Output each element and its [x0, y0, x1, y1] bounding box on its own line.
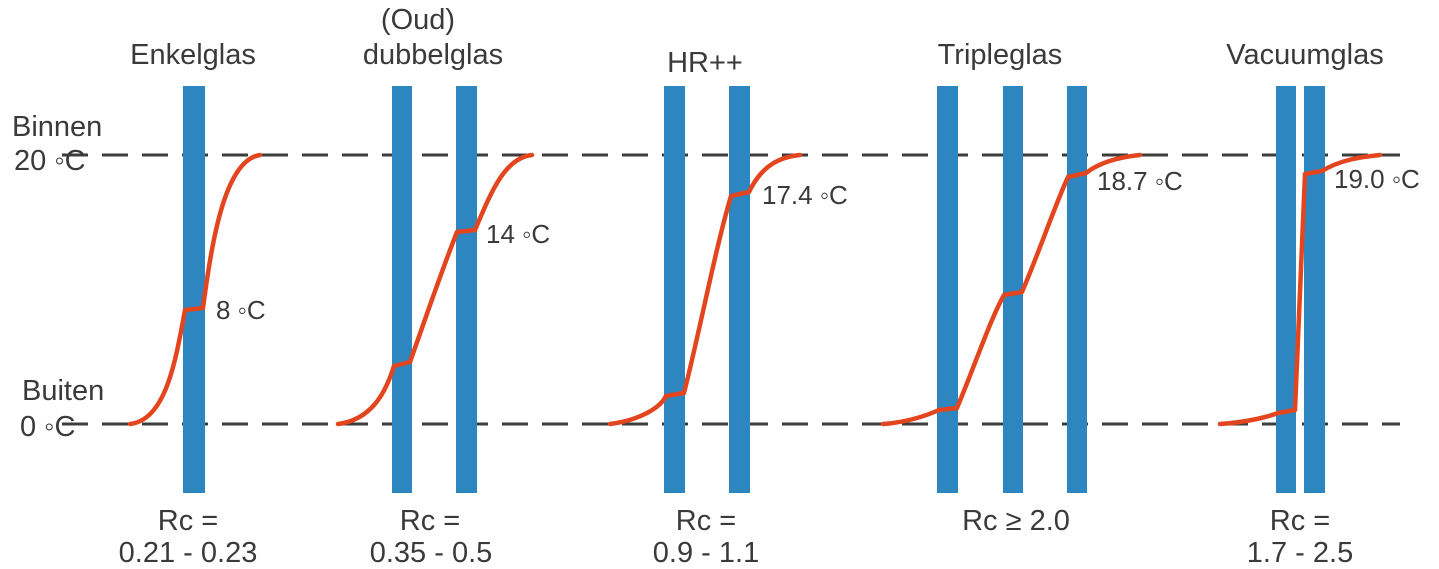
- glazing-hr-plus-plus: HR++ 17.4 ◦C Rc = 0.9 - 1.1: [607, 47, 848, 569]
- inside-label: Binnen: [12, 111, 102, 143]
- glass-pane: [183, 86, 205, 493]
- glazing-tripleglas: Tripleglas 18.7 ◦C Rc ≥ 2.0: [880, 39, 1183, 537]
- glazing-title: Vacuumglas: [1226, 39, 1383, 71]
- interface-temp-label: 17.4 ◦C: [762, 180, 848, 210]
- glass-pane: [1276, 86, 1296, 493]
- rc-value: 0.21 - 0.23: [119, 537, 258, 569]
- rc-label: Rc =: [158, 505, 218, 537]
- rc-value: 1.7 - 2.5: [1247, 537, 1353, 569]
- glass-pane: [1003, 86, 1023, 493]
- rc-value: Rc ≥ 2.0: [962, 505, 1070, 537]
- interface-temp-label: 8 ◦C: [216, 295, 266, 325]
- rc-label: Rc =: [676, 505, 736, 537]
- glazing-dubbelglas: (Oud) dubbelglas 14 ◦C Rc = 0.35 - 0.5: [335, 4, 550, 569]
- glass-pane: [392, 86, 412, 493]
- interface-temp-label: 14 ◦C: [486, 219, 550, 249]
- glazing-title: HR++: [667, 47, 743, 79]
- glass-pane: [937, 86, 958, 493]
- rc-value: 0.9 - 1.1: [653, 537, 759, 569]
- rc-value: 0.35 - 0.5: [370, 537, 493, 569]
- glazing-title-line-2: dubbelglas: [363, 39, 503, 71]
- glass-pane: [664, 86, 685, 493]
- interface-temp-label: 19.0 ◦C: [1334, 164, 1420, 194]
- glazing-title-line-1: (Oud): [381, 4, 455, 36]
- outside-temp-label: 0 ◦C: [20, 411, 75, 443]
- glazing-title: Enkelglas: [130, 39, 256, 71]
- glass-pane: [1067, 86, 1087, 493]
- temperature-curve: [607, 152, 803, 427]
- inside-temp-label: 20 ◦C: [14, 145, 86, 177]
- temperature-curve: [127, 152, 263, 427]
- glazing-enkelglas: Enkelglas 8 ◦C Rc = 0.21 - 0.23: [119, 39, 266, 569]
- interface-temp-label: 18.7 ◦C: [1097, 166, 1183, 196]
- temperature-curve: [880, 152, 1143, 427]
- glass-pane: [729, 86, 750, 493]
- glass-pane: [1304, 86, 1325, 493]
- outside-label: Buiten: [22, 375, 104, 407]
- rc-label: Rc =: [400, 505, 460, 537]
- temperature-curve: [335, 152, 535, 427]
- rc-label: Rc =: [1270, 505, 1330, 537]
- glazing-vacuumglas: Vacuumglas 19.0 ◦C Rc = 1.7 - 2.5: [1217, 39, 1420, 569]
- glass-pane: [456, 86, 477, 493]
- glazing-title: Tripleglas: [938, 39, 1063, 71]
- temperature-curve: [1217, 152, 1383, 427]
